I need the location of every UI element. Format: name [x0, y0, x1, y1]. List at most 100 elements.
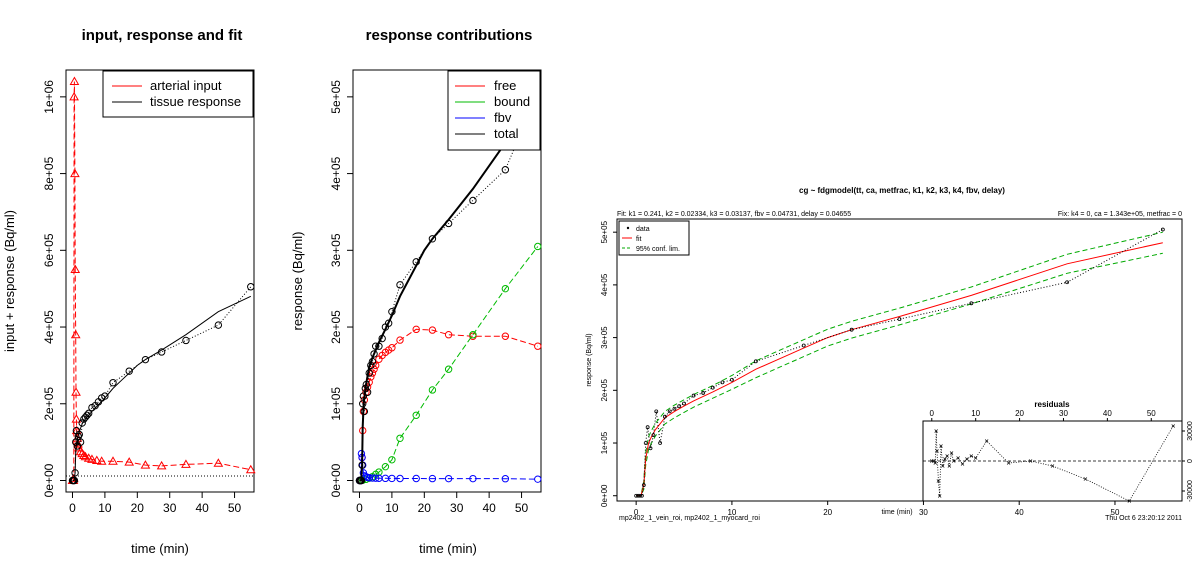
data-point — [801, 343, 806, 348]
series-bound-point — [534, 242, 542, 251]
data-point — [648, 446, 653, 451]
tissue-response-point — [214, 321, 223, 329]
tissue-response-point — [83, 411, 91, 419]
tissue-response-point — [76, 438, 85, 446]
data-point — [651, 433, 656, 438]
series-fbv-point — [371, 474, 380, 482]
observed-line — [359, 92, 539, 481]
panel1-legend-box — [102, 70, 254, 118]
panel0-y-tick-label: 4e+05 — [42, 310, 56, 344]
panel2-x-tick-label: 50 — [1111, 508, 1120, 517]
series-bound-point — [469, 331, 477, 339]
data-point — [643, 441, 648, 445]
residual-point — [1171, 424, 1175, 428]
series-free-point — [428, 326, 437, 334]
observed-point — [388, 307, 396, 316]
arterial-input-point — [71, 414, 82, 423]
residual-point — [1050, 464, 1055, 468]
inset-x-tick-label: 20 — [1015, 409, 1024, 418]
residual-point — [936, 479, 941, 483]
data-point — [691, 393, 696, 398]
series-bound-point — [381, 462, 390, 471]
panel1-y-tick-label: 5e+05 — [329, 80, 343, 114]
observed-point — [444, 219, 453, 228]
legend-bound-label: bound — [494, 94, 530, 109]
series-fbv-point — [469, 474, 477, 483]
residual-point — [934, 429, 938, 433]
panel0-x-tick-label: 30 — [163, 501, 177, 515]
series-bound-point — [501, 284, 510, 293]
observed-point — [370, 350, 378, 358]
panel2-x-tick-label: 0 — [634, 508, 639, 517]
observed-point — [360, 407, 369, 416]
legend-fit-label: fit — [636, 236, 642, 243]
panel1-y-tick-label: 2e+05 — [329, 310, 343, 344]
panel1-x-tick-label: 40 — [482, 501, 496, 515]
observed-point — [358, 461, 366, 469]
data-point — [1160, 227, 1165, 232]
residual-point — [941, 464, 945, 468]
tissue-fit-line — [72, 295, 252, 481]
data-point — [641, 483, 646, 488]
panel1-x-tick-label: 10 — [385, 501, 399, 515]
series-fbv-point — [428, 474, 437, 483]
residuals-line — [931, 425, 1174, 502]
panel3-legend: data fit 95% conf. lim. — [618, 220, 690, 256]
data-point — [639, 493, 644, 498]
panel1-x-tick-label: 50 — [515, 501, 529, 515]
observed-point — [365, 369, 373, 377]
tissue-response-point — [247, 283, 255, 291]
panel3-series — [634, 227, 1165, 498]
observed-point — [384, 319, 393, 327]
panel2-x-tick-label: 20 — [823, 508, 832, 517]
panel2-y-tick-label: 5e+05 — [600, 220, 609, 243]
arterial-input-point — [140, 460, 151, 469]
panel2-legend-box — [447, 70, 541, 151]
data-point — [672, 406, 677, 411]
series-free-point — [412, 325, 420, 334]
data-point — [634, 493, 639, 498]
data-point — [897, 317, 902, 322]
data-point — [636, 493, 640, 498]
residual-point — [960, 462, 965, 466]
data-point — [654, 409, 659, 414]
series-bound-point — [428, 386, 437, 394]
legend-total-label: total — [494, 126, 519, 141]
series-free-point — [501, 332, 510, 340]
data-point — [969, 301, 974, 306]
panel2-y-tick-label: 1e+05 — [600, 431, 609, 454]
panel1-y-tick-label: 1e+05 — [329, 387, 343, 421]
data-point — [720, 380, 725, 385]
panel2-y-tick-label: 3e+05 — [600, 326, 609, 349]
arterial-input-point — [70, 329, 81, 339]
series-free-point — [388, 344, 396, 352]
data-point — [730, 377, 734, 382]
residual-point — [935, 449, 939, 453]
residual-point — [939, 444, 943, 448]
arterial-input-point — [69, 91, 79, 101]
panel1-y-tick-label: 4e+05 — [329, 156, 343, 190]
series-fbv-point — [501, 475, 510, 483]
panel1-series — [67, 76, 256, 485]
tissue-response-point — [125, 367, 133, 375]
panel-fdgmodel-fit: cg ~ fdgmodel(tt, ca, metfrac, k1, k2, k… — [586, 186, 1194, 522]
panel1-legend: arterial input tissue response — [102, 70, 254, 118]
observed-point — [378, 334, 386, 343]
panel0-x-tick-label: 20 — [131, 501, 145, 515]
panel2-series — [355, 89, 542, 485]
inset-y-tick-label: -30000 — [1187, 480, 1194, 502]
tissue-response-point — [101, 392, 109, 400]
data-point — [677, 404, 682, 409]
legend-fbv-label: fbv — [494, 110, 512, 125]
panel1-y-label: input + response (Bq/ml) — [2, 210, 17, 352]
observed-point — [501, 166, 510, 174]
data-point — [753, 359, 758, 364]
series-fbv-point — [359, 469, 368, 477]
arterial-input-point — [91, 455, 102, 465]
data-point — [701, 391, 706, 395]
observed-point — [368, 357, 377, 366]
panel2-x-label: time (min) — [419, 541, 477, 556]
series-fbv-point — [534, 475, 542, 483]
series-bound-point — [412, 411, 420, 419]
